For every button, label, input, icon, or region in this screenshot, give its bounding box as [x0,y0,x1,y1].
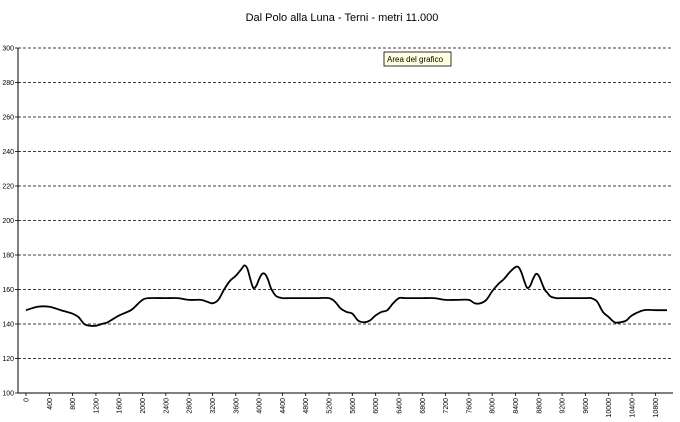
y-tick-label: 240 [2,149,14,156]
y-tick-label: 280 [2,80,14,87]
x-tick-label: 3200 [210,398,217,414]
x-tick-label: 8800 [536,398,543,414]
y-tick-label: 160 [2,287,14,294]
x-tick-label: 4400 [280,398,287,414]
x-tick-label: 5600 [350,398,357,414]
x-tick-label: 400 [47,398,54,410]
series-line-0 [25,264,667,327]
x-tick-label: 8400 [513,398,520,414]
x-tick-label: 1600 [117,398,124,414]
x-tick-label: 2000 [140,398,147,414]
y-tick-label: 200 [2,218,14,225]
y-tick-label: 260 [2,115,14,122]
chart-title: Dal Polo alla Luna - Terni - metri 11.00… [246,12,439,24]
x-tick-label: 10400 [630,398,637,418]
x-tick-label: 1200 [93,398,100,414]
x-tick-label: 10000 [606,398,613,418]
chart-area-tooltip: Area del grafico [383,51,452,67]
x-tick-label: 4000 [257,398,264,414]
x-tick-label: 6000 [373,398,380,414]
x-tick-label: 2800 [187,398,194,414]
y-tick-label: 220 [2,184,14,191]
y-tick-label: 120 [2,356,14,363]
tooltip-box [383,51,452,67]
x-tick-label: 6800 [420,398,427,414]
x-tick-label: 7600 [466,398,473,414]
tooltip-text: Area del grafico [387,55,444,64]
x-tick-label: 5200 [327,398,334,414]
x-tick-label: 800 [70,398,77,410]
y-tick-label: 140 [2,322,14,329]
x-tick-label: 10800 [653,398,660,418]
x-tick-label: 4800 [303,398,310,414]
x-tick-label: 3600 [233,398,240,414]
y-tick-label: 180 [2,253,14,260]
y-tick-label: 100 [2,391,14,398]
x-tick-label: 6400 [396,398,403,414]
x-tick-label: 8000 [490,398,497,414]
x-tick-label: 9200 [560,398,567,414]
x-tick-label: 2400 [163,398,170,414]
y-tick-label: 300 [2,46,14,53]
x-tick-label: 0 [24,398,31,402]
x-tick-label: 9600 [583,398,590,414]
x-tick-label: 7200 [443,398,450,414]
